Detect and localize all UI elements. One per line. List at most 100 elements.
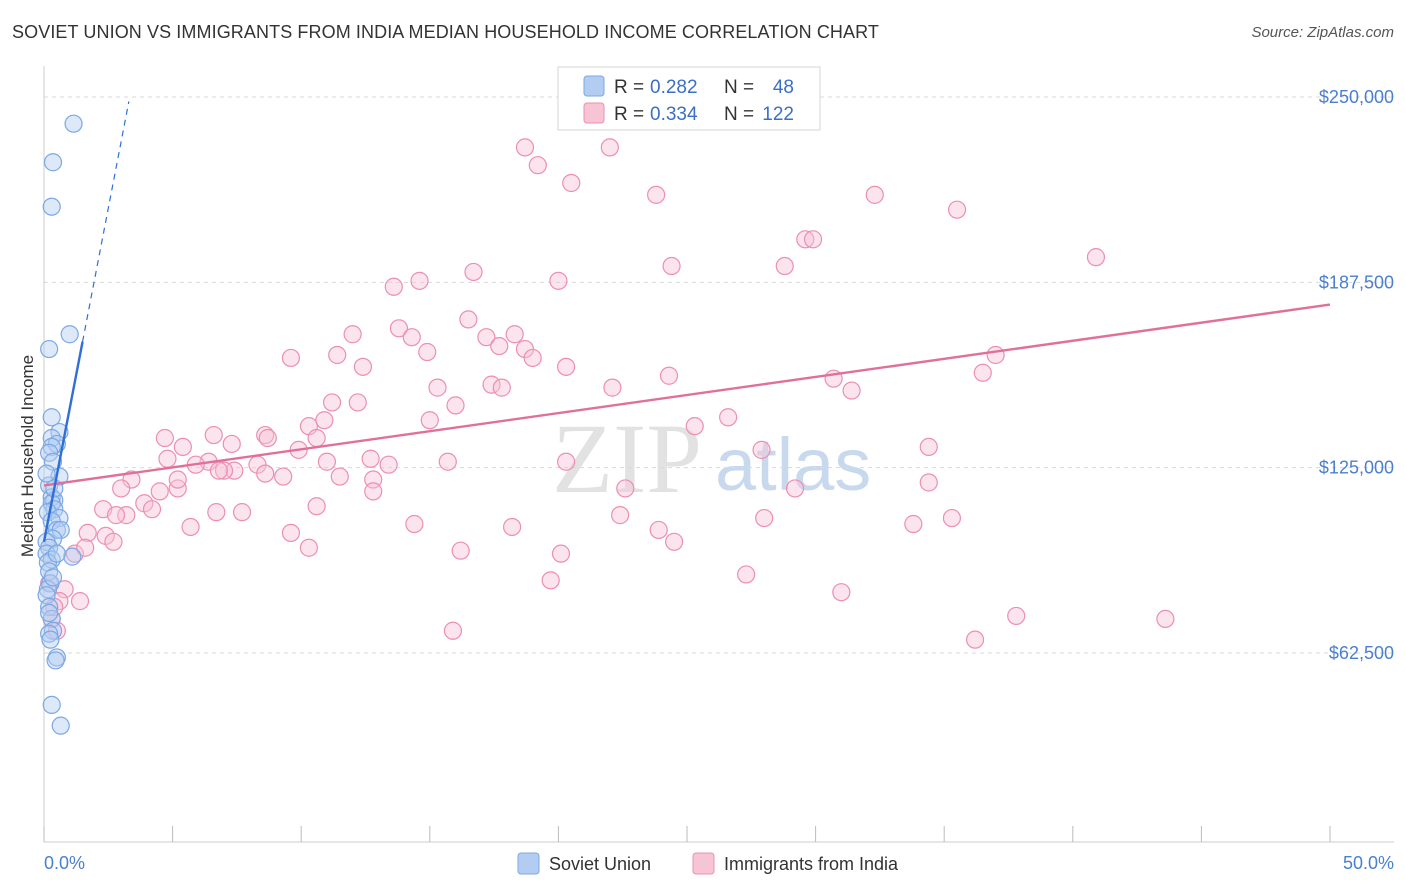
- x-tick-label-min: 0.0%: [44, 853, 85, 873]
- legend-r-value-soviet: 0.282: [650, 77, 698, 98]
- india-point: [755, 508, 774, 528]
- india-point: [737, 565, 756, 584]
- grid: [44, 96, 1394, 654]
- india-point: [965, 630, 985, 649]
- india-point: [451, 541, 470, 560]
- y-tick-label: $250,000: [1319, 87, 1394, 107]
- x-ticks: [43, 826, 1331, 842]
- soviet-point: [40, 603, 59, 623]
- soviet-point: [64, 114, 83, 133]
- india-point: [209, 461, 228, 480]
- soviet-point: [40, 624, 59, 643]
- soviet-point: [43, 153, 63, 172]
- trend-lines: [42, 101, 1331, 543]
- india-point: [106, 506, 126, 525]
- india-point: [785, 479, 805, 498]
- india-point: [515, 138, 535, 157]
- india-point: [842, 381, 861, 400]
- india-point: [562, 173, 581, 193]
- soviet-point: [41, 630, 60, 649]
- watermark-zip: ZIP: [552, 403, 702, 514]
- legend-r-label-soviet: R =: [614, 77, 644, 98]
- india-point: [503, 517, 522, 537]
- soviet-point: [63, 547, 82, 566]
- india-point: [603, 378, 622, 397]
- watermark-atlas: atlas: [715, 423, 871, 506]
- india-point: [232, 503, 252, 522]
- india-point: [207, 503, 226, 522]
- india-point: [719, 408, 738, 427]
- india-point: [796, 230, 815, 249]
- india-point: [446, 396, 465, 415]
- soviet-trend-line: [42, 341, 84, 543]
- india-point: [405, 514, 424, 534]
- india-point: [317, 452, 337, 471]
- india-point: [389, 319, 409, 338]
- india-point: [353, 357, 373, 376]
- india-point: [258, 428, 277, 448]
- india-point: [76, 538, 95, 557]
- india-point: [274, 467, 293, 486]
- india-point: [168, 470, 187, 489]
- india-point: [752, 440, 771, 459]
- india-point: [942, 508, 962, 528]
- soviet-point: [40, 443, 59, 462]
- india-point: [361, 449, 380, 468]
- india-point: [222, 434, 241, 454]
- bottom-legend-swatch-soviet: [517, 852, 540, 875]
- india-point: [418, 342, 437, 362]
- india-point: [482, 375, 501, 394]
- india-point: [919, 473, 938, 492]
- india-point: [685, 417, 704, 436]
- india-point: [364, 482, 383, 501]
- india-point: [281, 523, 301, 543]
- india-point: [649, 520, 668, 540]
- y-tick-labels: $62,500 $125,000 $187,500 $250,000: [1319, 87, 1394, 663]
- india-point: [865, 185, 884, 204]
- india-point: [299, 538, 319, 557]
- india-point: [214, 461, 234, 480]
- legend-n-value-india: 122: [762, 104, 794, 125]
- india-point: [70, 592, 90, 611]
- soviet-trend-extension: [81, 101, 130, 342]
- india-point: [204, 425, 223, 445]
- india-point: [428, 378, 447, 397]
- india-point: [986, 345, 1005, 365]
- india-point: [505, 325, 524, 344]
- india-point: [225, 461, 244, 480]
- india-point: [947, 200, 967, 219]
- india-point: [348, 393, 367, 412]
- india-point: [528, 156, 547, 175]
- soviet-point: [40, 597, 59, 617]
- india-point: [410, 271, 429, 290]
- india-point: [549, 271, 568, 290]
- india-point: [647, 185, 666, 204]
- bottom-legend-label-soviet: Soviet Union: [549, 854, 651, 874]
- india-point: [281, 348, 301, 368]
- india-point: [616, 479, 635, 498]
- india-point: [904, 514, 923, 534]
- india-point: [551, 544, 571, 563]
- india-points: [40, 138, 1175, 649]
- y-tick-label: $62,500: [1329, 643, 1394, 663]
- india-point: [155, 428, 174, 448]
- india-point: [459, 310, 478, 329]
- india-point: [600, 138, 619, 157]
- chart-title: SOVIET UNION VS IMMIGRANTS FROM INDIA ME…: [12, 22, 879, 42]
- axes: [43, 66, 1394, 843]
- india-point: [343, 325, 362, 344]
- soviet-point: [40, 339, 59, 359]
- india-point: [173, 437, 192, 457]
- india-point: [330, 467, 349, 486]
- legend-r-label-india: R =: [614, 104, 644, 125]
- india-point: [181, 517, 200, 537]
- y-tick-label: $187,500: [1319, 272, 1394, 292]
- india-point: [611, 506, 630, 525]
- india-point: [384, 277, 403, 296]
- india-point: [158, 449, 177, 468]
- soviet-point: [60, 325, 79, 344]
- india-point: [420, 411, 439, 430]
- soviet-point: [37, 586, 56, 605]
- y-tick-label: $125,000: [1319, 458, 1394, 478]
